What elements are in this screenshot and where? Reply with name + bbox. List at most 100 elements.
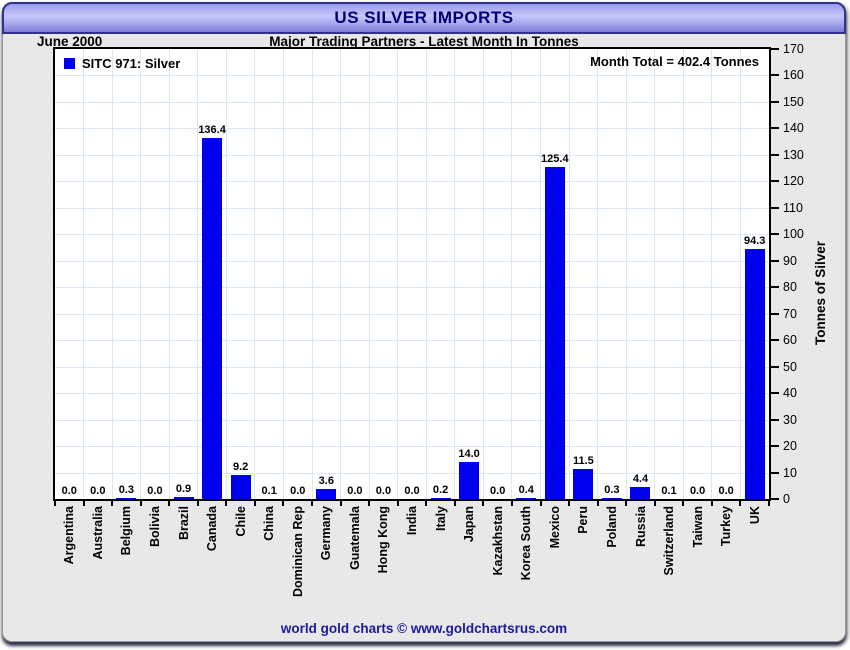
x-category-label: Italy (433, 506, 448, 532)
y-tick (771, 153, 779, 156)
v-gridline (597, 49, 599, 499)
x-category-label-cell: India (398, 506, 427, 618)
v-gridline (168, 49, 170, 499)
v-gridline (111, 49, 113, 499)
x-category-label-cell: Germany (312, 506, 341, 618)
bar (430, 498, 451, 499)
bar-value-label: 0.2 (432, 484, 449, 496)
bar-value-label: 0.1 (661, 485, 677, 497)
x-tick (196, 501, 199, 506)
bar-value-label: 0.0 (290, 485, 306, 497)
y-tick (771, 312, 779, 315)
h-gridline (55, 366, 769, 368)
title-bar: US SILVER IMPORTS (2, 2, 846, 34)
v-gridline (225, 49, 227, 499)
x-tick (54, 501, 56, 506)
bar-value-label: 125.4 (541, 153, 569, 165)
y-tick-label: 160 (783, 68, 804, 83)
bar (744, 249, 765, 499)
v-gridline (254, 49, 256, 499)
x-tick (225, 501, 228, 506)
x-tick (311, 501, 314, 506)
x-category-label: Belgium (119, 506, 134, 556)
y-tick (771, 339, 779, 342)
y-tick-label: 140 (783, 121, 804, 136)
h-gridline (55, 207, 769, 209)
x-tick (625, 501, 628, 506)
bar (573, 469, 594, 499)
x-category-label: Peru (576, 506, 591, 534)
x-category-label-cell: Italy (426, 506, 455, 618)
x-category-label: Turkey (719, 506, 734, 547)
bar-value-label: 4.4 (632, 473, 649, 485)
x-category-label: Australia (90, 506, 105, 560)
x-category-label: India (405, 506, 420, 536)
bar (601, 498, 622, 499)
bar-value-label: 0.0 (147, 485, 163, 497)
x-category-label-cell: Peru (569, 506, 598, 618)
y-tick-label: 90 (783, 253, 797, 268)
x-category-label: UK (747, 506, 762, 525)
x-category-label-cell: Chile (226, 506, 255, 618)
v-gridline (711, 49, 713, 499)
x-category-label-cell: Taiwan (683, 506, 712, 618)
v-gridline (682, 49, 684, 499)
x-category-label: Switzerland (662, 506, 677, 576)
x-category-label: Canada (205, 506, 220, 552)
x-category-label: Kazakhstan (490, 506, 505, 576)
bar (516, 498, 537, 499)
v-gridline (425, 49, 427, 499)
bar (544, 167, 565, 499)
x-tick (139, 501, 142, 506)
chart-card: US SILVER IMPORTS Major Trading Partners… (2, 2, 846, 642)
h-gridline (55, 340, 769, 342)
y-tick (771, 418, 779, 421)
bar-value-label: 0.3 (604, 484, 620, 496)
x-category-label-cell: Belgium (112, 506, 141, 618)
bar (316, 489, 337, 499)
y-tick (771, 471, 779, 474)
x-tick (710, 501, 713, 506)
x-category-label-cell: Hong Kong (369, 506, 398, 618)
bar-value-label: 0.0 (689, 485, 706, 497)
bar-value-label: 0.9 (175, 483, 192, 495)
bar (116, 498, 137, 499)
bar-value-label: 0.0 (375, 485, 392, 497)
x-category-label: Mexico (547, 506, 562, 549)
bar-value-label: 0.0 (490, 485, 506, 497)
legend: SITC 971: Silver (64, 56, 180, 71)
x-category-label-cell: Russia (626, 506, 655, 618)
v-gridline (368, 49, 370, 499)
y-axis-title-wrap: Tonnes of Silver (807, 143, 833, 443)
y-tick (771, 100, 779, 103)
bar-value-label: 0.3 (118, 484, 135, 496)
x-tick (568, 501, 571, 506)
x-tick (282, 501, 285, 506)
x-category-label-cell: Japan (455, 506, 484, 618)
v-gridline (654, 49, 656, 499)
v-gridline (140, 49, 142, 499)
x-axis-labels: Argentina Australia Belgium Bolivia Brazil Ca… (55, 506, 769, 618)
h-gridline (55, 472, 769, 474)
y-tick-label: 130 (783, 147, 804, 162)
month-total-annotation: Month Total = 402.4 Tonnes (590, 54, 759, 69)
bar-value-label: 0.0 (61, 485, 77, 497)
v-gridline (340, 49, 342, 499)
y-tick-label: 60 (783, 333, 797, 348)
y-tick (771, 445, 779, 448)
x-category-label: Guatemala (347, 506, 362, 570)
bar-value-label: 0.0 (90, 485, 106, 497)
y-tick (771, 365, 779, 368)
period-label: June 2000 (37, 34, 103, 49)
y-tick-label: 20 (783, 439, 797, 454)
h-gridline (55, 313, 769, 315)
bar-value-label: 0.0 (718, 485, 734, 497)
x-category-label: China (262, 506, 277, 541)
x-category-label-cell: Australia (84, 506, 113, 618)
bar-value-label: 0.0 (347, 485, 363, 497)
h-gridline (55, 287, 769, 289)
y-tick (771, 74, 779, 77)
x-category-label-cell: UK (741, 506, 770, 618)
x-tick (396, 501, 399, 506)
bar-value-label: 136.4 (198, 124, 226, 136)
